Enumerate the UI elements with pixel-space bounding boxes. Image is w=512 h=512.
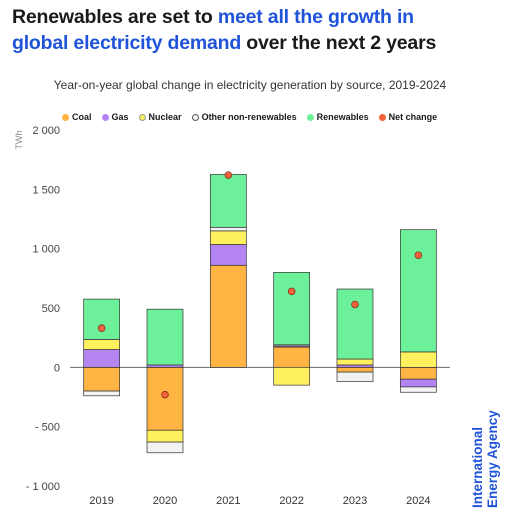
legend-label: Gas [111, 112, 129, 122]
legend-item: Renewables [306, 112, 369, 122]
y-axis-label: TWh [14, 131, 24, 150]
title-part4: over the next 2 years [241, 32, 437, 54]
y-tick-label: - 1 000 [26, 481, 60, 493]
bar-coal-2019 [83, 366, 121, 392]
y-tick-label: 500 [42, 303, 60, 315]
bar-other-non-renewables-2020 [146, 441, 184, 454]
bar-renewables-2019 [83, 298, 121, 340]
x-tick-label: 2023 [343, 495, 367, 507]
legend-swatch [191, 113, 199, 121]
title-part3: global electricity demand [12, 32, 242, 54]
bar-nuclear-2023 [336, 358, 374, 366]
legend-item: Nuclear [138, 112, 182, 122]
legend-swatch [138, 113, 146, 121]
bar-gas-2023 [336, 364, 374, 368]
bar-renewables-2022 [273, 272, 311, 346]
net-change-point-2023 [351, 300, 359, 309]
bar-coal-2021 [209, 264, 247, 368]
bar-other-non-renewables-2023 [336, 371, 374, 382]
bar-renewables-2024 [399, 229, 437, 353]
bar-nuclear-2020 [146, 429, 184, 443]
x-tick-label: 2021 [216, 495, 240, 507]
legend-swatch [306, 113, 314, 121]
bar-other-non-renewables-2021 [209, 226, 247, 232]
net-change-point-2020 [161, 390, 169, 399]
brand-line2: Energy Agency [485, 410, 500, 508]
legend-item: Net change [378, 112, 438, 122]
legend-swatch [378, 113, 386, 121]
net-change-point-2019 [97, 324, 106, 332]
y-tick-label: 2 000 [32, 125, 60, 137]
bar-nuclear-2019 [83, 339, 121, 350]
iea-logo: International Energy Agency [470, 398, 500, 508]
bar-other-non-renewables-2024 [399, 386, 437, 393]
y-tick-label: 1 500 [32, 184, 60, 196]
bar-nuclear-2024 [399, 351, 437, 368]
x-tick-label: 2020 [153, 495, 177, 507]
bar-other-non-renewables-2019 [83, 390, 121, 397]
bar-renewables-2021 [209, 174, 247, 228]
bar-coal-2023 [336, 366, 374, 373]
bar-gas-2021 [209, 244, 247, 266]
brand-line1: International [470, 426, 485, 508]
legend-label: Nuclear [148, 112, 182, 122]
y-tick-label: 1 000 [32, 244, 60, 256]
title-part1: Renewables are set to [12, 6, 218, 28]
legend-swatch [101, 113, 109, 121]
chart-title: Renewables are set to meet all the growt… [12, 4, 508, 56]
bar-gas-2024 [399, 378, 437, 388]
y-tick-label: - 500 [35, 422, 60, 434]
bar-nuclear-2021 [209, 230, 247, 245]
bar-coal-2024 [399, 366, 437, 380]
net-change-point-2021 [224, 171, 233, 179]
chart-legend: Coal Gas Nuclear Other non-renewables Renewa… [62, 109, 462, 125]
legend-swatch [62, 113, 69, 121]
bar-coal-2022 [273, 346, 311, 368]
bar-coal-2020 [146, 366, 184, 431]
net-change-point-2022 [287, 287, 296, 296]
bar-nuclear-2022 [273, 366, 311, 386]
legend-item: Other non-renewables [191, 112, 297, 122]
x-tick-label: 2024 [406, 495, 430, 507]
legend-label: Other non-renewables [201, 112, 297, 122]
x-tick-label: 2019 [89, 495, 113, 507]
legend-label: Coal [72, 112, 92, 122]
bar-gas-2020 [146, 364, 184, 368]
bar-renewables-2020 [146, 308, 184, 366]
bar-renewables-2023 [336, 288, 374, 360]
legend-item: Gas [101, 112, 129, 122]
legend-item: Coal [62, 112, 92, 122]
y-tick-label: 0 [54, 362, 60, 374]
title-part2: meet all the growth in [217, 6, 414, 28]
legend-label: Net change [388, 112, 438, 122]
chart-subtitle: Year-on-year global change in electricit… [53, 78, 447, 92]
legend-label: Renewables [316, 112, 369, 122]
x-tick-label: 2022 [279, 495, 303, 507]
net-change-point-2024 [414, 251, 423, 259]
bar-gas-2019 [83, 349, 121, 368]
